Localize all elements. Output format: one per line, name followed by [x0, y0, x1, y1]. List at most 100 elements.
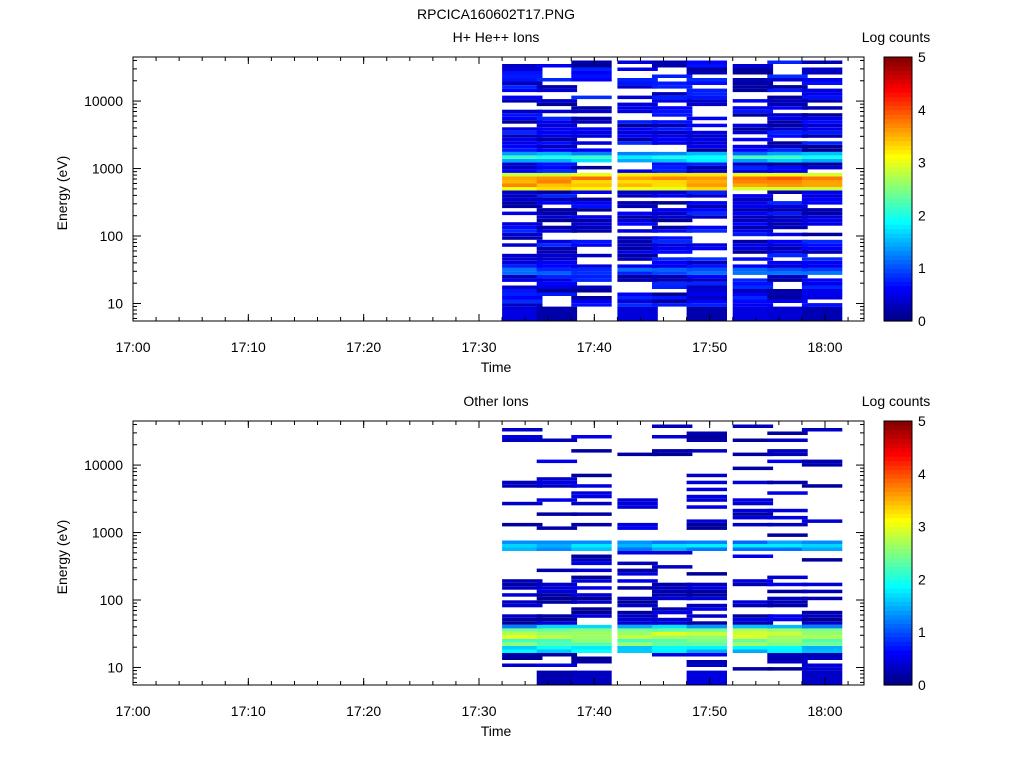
heatmap-cell	[536, 663, 578, 667]
heatmap-cell	[502, 95, 543, 100]
heatmap-cell	[652, 106, 693, 110]
heatmap-cell	[571, 130, 612, 135]
heatmap-cell	[732, 438, 774, 442]
colorbar-segment	[884, 184, 912, 190]
heatmap-cell	[571, 127, 612, 131]
heatmap-cell	[652, 646, 693, 650]
heatmap-cell	[801, 257, 843, 261]
heatmap-cell	[536, 289, 578, 293]
x-tick-label: 18:00	[807, 339, 842, 355]
colorbar-segment	[884, 272, 912, 278]
heatmap-cell	[732, 187, 774, 191]
heatmap-cell	[801, 540, 843, 544]
heatmap-cell	[571, 151, 612, 156]
heatmap-cell	[767, 158, 808, 163]
y-axis-label: Energy (eV)	[54, 156, 70, 231]
heatmap-cell	[617, 106, 658, 110]
heatmap-cell	[801, 165, 843, 170]
heatmap-cell	[767, 134, 808, 138]
heatmap-cell	[767, 208, 808, 212]
heatmap-cell	[732, 144, 774, 149]
heatmap-cell	[767, 582, 808, 587]
heatmap-cell	[571, 165, 612, 170]
heatmap-cell	[617, 151, 658, 156]
heatmap-cell	[686, 544, 727, 548]
heatmap-cell	[732, 638, 774, 643]
heatmap-cell	[502, 600, 543, 604]
heatmap-cell	[686, 260, 727, 265]
heatmap-cell	[767, 547, 808, 551]
colorbar-segment	[884, 504, 912, 510]
heatmap-cell	[617, 173, 658, 177]
heatmap-cell	[502, 81, 543, 85]
heatmap-cell	[536, 274, 578, 279]
colorbar-segment	[884, 263, 912, 269]
heatmap-cell	[767, 306, 808, 321]
heatmap-cell	[536, 635, 578, 639]
colorbar-segment	[884, 277, 912, 282]
heatmap-cell	[801, 638, 843, 643]
heatmap-cell	[801, 646, 843, 650]
colorbar-segment	[884, 140, 912, 146]
heatmap-cell	[571, 64, 612, 68]
heatmap-cell	[571, 289, 612, 293]
heatmap-cell	[767, 522, 808, 527]
heatmap-cell	[767, 148, 808, 152]
heatmap-cell	[502, 285, 543, 289]
heatmap-cell	[801, 596, 843, 601]
colorbar-segment	[884, 299, 912, 304]
heatmap-cell	[652, 183, 693, 187]
heatmap-cell	[732, 232, 774, 237]
heatmap-cell	[767, 169, 808, 173]
heatmap-cell	[536, 631, 578, 636]
colorbar-segment	[884, 473, 912, 479]
heatmap-cell	[652, 271, 693, 275]
colorbar-tick-label: 1	[918, 260, 926, 276]
heatmap-cell	[767, 289, 808, 293]
heatmap-cell	[767, 232, 808, 237]
heatmap-cell	[652, 60, 693, 64]
heatmap-cell	[502, 148, 543, 152]
heatmap-cell	[801, 144, 843, 149]
heatmap-cell	[686, 116, 727, 121]
heatmap-cell	[686, 173, 727, 177]
heatmap-cell	[536, 148, 578, 152]
x-tick-label: 17:00	[115, 703, 150, 719]
heatmap-cell	[502, 204, 543, 209]
heatmap-cell	[801, 621, 843, 625]
heatmap-cell	[767, 225, 808, 230]
colorbar-tick-label: 4	[918, 102, 926, 118]
colorbar-tick-label: 1	[918, 624, 926, 640]
heatmap-cell	[801, 667, 843, 671]
heatmap-cell	[617, 60, 658, 64]
heatmap-cell	[767, 589, 808, 594]
x-tick-label: 17:50	[692, 339, 727, 355]
heatmap-cell	[536, 642, 578, 646]
heatmap-cell	[686, 183, 727, 187]
heatmap-cell	[571, 78, 612, 82]
heatmap-cell	[686, 487, 727, 492]
heatmap-cell	[502, 638, 543, 643]
heatmap-cell	[732, 250, 774, 254]
colorbar-segment	[884, 517, 912, 523]
heatmap-cell	[536, 512, 578, 516]
heatmap-cell	[767, 141, 808, 145]
colorbar-segment	[884, 233, 912, 238]
colorbar-segment	[884, 171, 912, 177]
heatmap-cell	[801, 547, 843, 551]
heatmap-cell	[502, 88, 543, 93]
colorbar-segment	[884, 83, 912, 89]
heatmap-cell	[502, 130, 543, 135]
heatmap-cell	[536, 267, 578, 272]
heatmap-cell	[536, 127, 578, 131]
x-axis-label: Time	[481, 723, 512, 739]
heatmap-cell	[801, 614, 843, 618]
heatmap-cell	[536, 211, 578, 216]
heatmap-cell	[732, 649, 774, 653]
heatmap-cell	[536, 260, 578, 265]
heatmap-cell	[617, 547, 658, 551]
colorbar-segment	[884, 149, 912, 155]
colorbar-segment	[884, 579, 912, 585]
heatmap-cell	[767, 218, 808, 223]
colorbar-segment	[884, 482, 912, 488]
